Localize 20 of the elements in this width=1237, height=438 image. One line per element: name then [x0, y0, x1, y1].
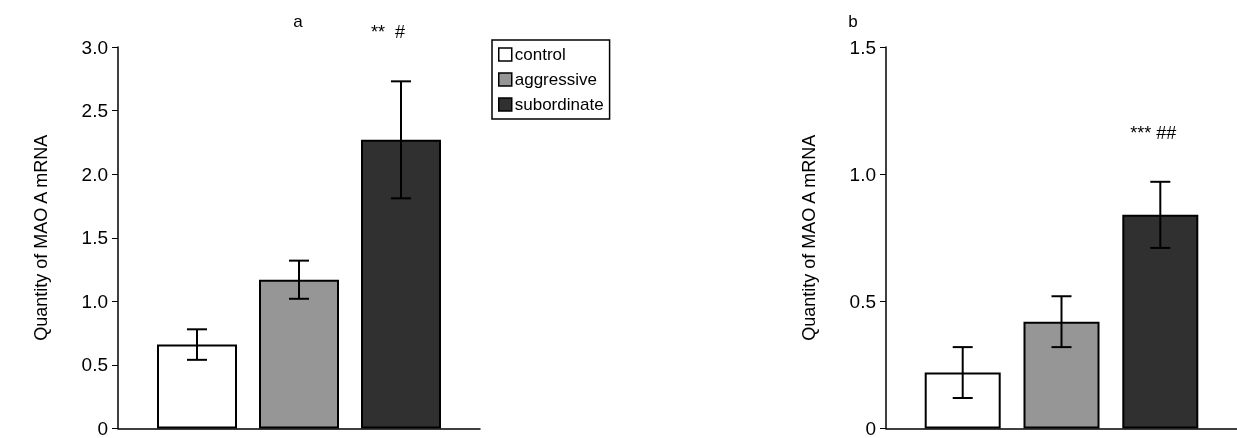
- chart-title: b: [848, 12, 858, 31]
- text: ** #: [371, 22, 406, 43]
- y-tick-label: 3.0: [81, 36, 108, 58]
- y-axis-title: Quantity of MAO A mRNA: [799, 134, 819, 341]
- y-tick-label: 0.5: [849, 290, 876, 312]
- annotation: *** ##: [1130, 122, 1177, 143]
- legend-label: subordinate: [514, 95, 604, 114]
- y-tick-label: 0: [865, 418, 876, 438]
- y-tick-label: 2.5: [81, 100, 108, 122]
- y-tick-label: 1.5: [81, 227, 108, 249]
- y-tick-label: 2.0: [81, 163, 108, 185]
- y-tick-label: 1.5: [849, 36, 876, 58]
- chart-title: a: [293, 12, 304, 31]
- legend-label: control: [514, 45, 566, 64]
- y-tick-label: 1.0: [849, 163, 876, 185]
- y-tick-label: 1.0: [81, 290, 108, 312]
- y-axis-title: Quantity of MAO A mRNA: [31, 134, 51, 341]
- y-tick-label: 0: [97, 418, 108, 438]
- y-tick-label: 0.5: [81, 354, 108, 376]
- legend-label: aggressive: [514, 70, 597, 89]
